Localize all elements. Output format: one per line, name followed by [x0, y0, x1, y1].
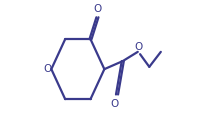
Text: O: O — [111, 99, 119, 109]
Text: O: O — [43, 64, 51, 74]
Text: O: O — [134, 42, 142, 52]
Text: O: O — [93, 4, 101, 14]
